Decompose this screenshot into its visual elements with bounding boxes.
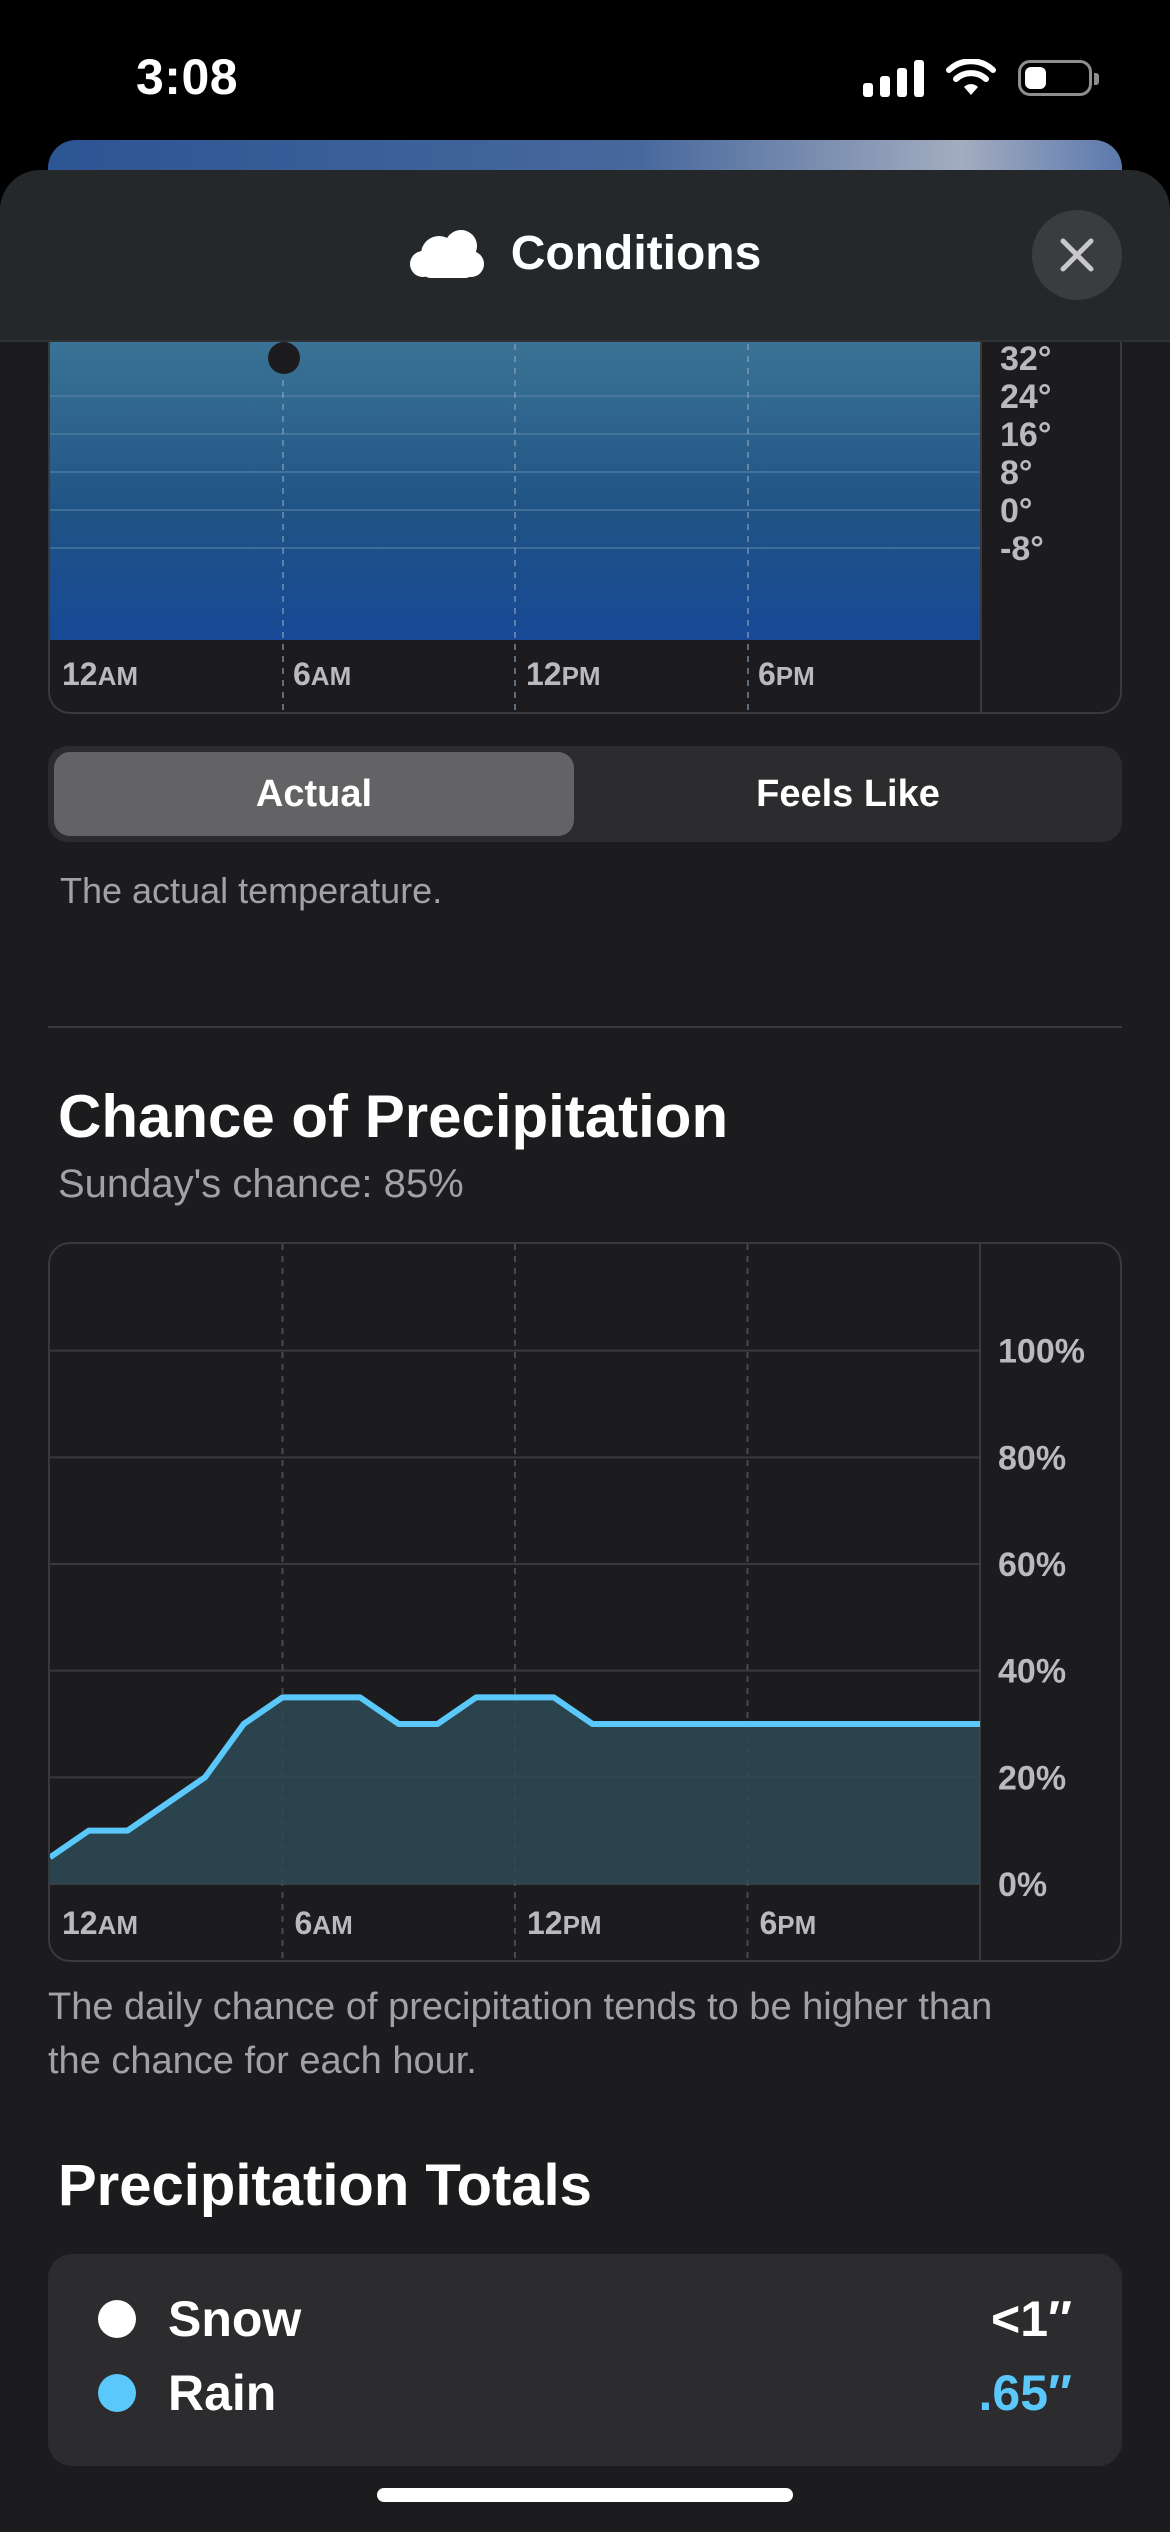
precipitation-totals-card: Snow <1″ Rain .65″: [48, 2254, 1122, 2466]
wifi-icon: [946, 59, 996, 95]
temp-y-tick: 0°: [1000, 492, 1033, 530]
precipitation-area: [50, 1697, 980, 1884]
sheet-header: Conditions: [0, 170, 1170, 342]
rain-dot-icon: [98, 2374, 136, 2412]
page-title: Conditions: [510, 227, 762, 280]
cellular-signal-icon: [863, 59, 924, 97]
segment-feels-like[interactable]: Feels Like: [756, 772, 940, 815]
precipitation-line: [50, 1694, 980, 1860]
y-axis-separator: [980, 320, 982, 712]
totals-row-rain: Rain .65″: [98, 2358, 1072, 2428]
temp-x-tick: 6PM: [758, 656, 815, 692]
totals-name: Rain: [168, 2365, 277, 2421]
conditions-sheet: 32° 24° 16° 8° 0° -8° 12AM 6AM 12PM 6PM …: [0, 170, 1170, 2532]
precipitation-subtitle: Sunday's chance: 85%: [58, 1162, 464, 1206]
precip-y-tick: 60%: [998, 1546, 1066, 1584]
temp-x-tick: 12AM: [62, 656, 139, 692]
status-time: 3:08: [136, 49, 239, 105]
totals-value: .65″: [978, 2365, 1072, 2421]
temperature-mode-segmented-control: Actual Feels Like: [48, 746, 1122, 842]
temp-x-tick: 6AM: [293, 656, 352, 692]
home-indicator[interactable]: [377, 2488, 793, 2502]
snow-dot-icon: [98, 2300, 136, 2338]
totals-value: <1″: [991, 2291, 1072, 2347]
precip-x-tick: 12AM: [62, 1905, 138, 1941]
precipitation-title: Chance of Precipitation: [58, 1083, 729, 1150]
temp-y-tick: 32°: [1000, 340, 1052, 378]
totals-title: Precipitation Totals: [58, 2153, 592, 2218]
precipitation-caption-line: the chance for each hour.: [48, 2040, 477, 2082]
section-divider: [48, 1026, 1122, 1028]
precipitation-caption: The daily chance of precipitation tends …: [48, 1980, 992, 2088]
status-bar: 3:08: [0, 0, 1170, 150]
close-button[interactable]: [1032, 210, 1122, 300]
temp-x-tick: 12PM: [526, 656, 601, 692]
segment-actual[interactable]: Actual: [54, 752, 574, 836]
precip-x-tick: 6AM: [295, 1905, 353, 1941]
temperature-chart: 32° 24° 16° 8° 0° -8° 12AM 6AM 12PM 6PM: [48, 320, 1122, 714]
precip-y-tick: 40%: [998, 1653, 1066, 1691]
header-title: Conditions: [0, 226, 1170, 281]
precipitation-chart-svg: 0% 20% 40% 60% 80% 100% 12AM 6AM 12PM 6PM: [50, 1244, 1085, 1960]
temp-y-tick: 16°: [1000, 416, 1052, 454]
totals-name: Snow: [168, 2291, 302, 2347]
precip-y-tick: 20%: [998, 1759, 1066, 1797]
precipitation-chart: 0% 20% 40% 60% 80% 100% 12AM 6AM 12PM 6PM: [48, 1242, 1122, 1962]
close-icon: [1060, 238, 1094, 272]
precip-y-tick: 0%: [998, 1866, 1047, 1904]
status-icons: [863, 56, 1099, 100]
totals-row-snow: Snow <1″: [98, 2284, 1072, 2354]
precip-x-tick: 12PM: [527, 1905, 602, 1941]
precip-x-tick: 6PM: [760, 1905, 817, 1941]
temperature-grid: [50, 320, 980, 712]
precipitation-caption-line: The daily chance of precipitation tends …: [48, 1986, 993, 2028]
temp-y-tick: 24°: [1000, 378, 1052, 416]
battery-icon: [1018, 60, 1099, 96]
precip-y-tick: 100%: [998, 1333, 1085, 1371]
temp-y-tick: -8°: [1000, 530, 1044, 568]
temp-y-tick: 8°: [1000, 454, 1033, 492]
cloud-icon: [409, 229, 484, 278]
precip-y-tick: 80%: [998, 1439, 1066, 1477]
temperature-caption: The actual temperature.: [60, 870, 443, 911]
current-temp-marker: [268, 342, 300, 374]
